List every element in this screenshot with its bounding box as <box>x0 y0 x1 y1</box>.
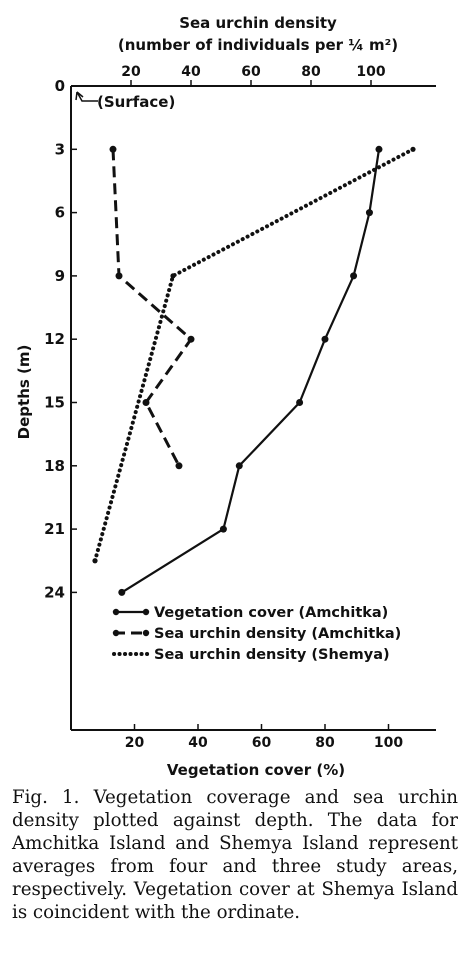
legend-swatch-point <box>142 629 150 637</box>
y-axis-tick-label: 21 <box>44 520 65 538</box>
depth-profile-chart: Sea urchin density (number of individual… <box>15 14 436 779</box>
legend-item: Sea urchin density (Amchitka) <box>112 626 401 642</box>
top-axis-tick-label: 40 <box>181 64 201 80</box>
y-axis-tick-label: 0 <box>55 77 65 95</box>
top-axis-ticks: 20 40 60 80 100 <box>121 64 386 86</box>
series-3 <box>92 146 416 564</box>
series-line <box>121 149 381 594</box>
legend-label: Sea urchin density (Amchitka) <box>154 626 401 642</box>
series-point <box>375 145 383 153</box>
surface-annotation: (Surface) <box>75 91 175 111</box>
series-2 <box>109 145 195 470</box>
series-1 <box>118 145 383 596</box>
legend-label: Sea urchin density (Shemya) <box>154 647 390 663</box>
legend-swatch-point <box>142 608 150 616</box>
series-point <box>296 399 304 406</box>
series-point <box>92 558 98 564</box>
y-axis-tick-label: 6 <box>55 204 65 222</box>
y-axis-tick-label: 24 <box>44 583 65 601</box>
bottom-axis-title: Vegetation cover (%) <box>167 761 345 779</box>
series-line <box>93 147 415 563</box>
series-layer <box>92 145 416 596</box>
top-axis-tick-label: 80 <box>301 64 321 80</box>
y-axis-title: Depths (m) <box>15 345 33 440</box>
legend-swatch-point <box>112 608 120 616</box>
series-point <box>321 335 329 343</box>
series-point <box>115 272 123 280</box>
series-point <box>350 272 358 280</box>
series-point <box>235 462 243 470</box>
series-point <box>170 273 176 279</box>
legend-item: Sea urchin density (Shemya) <box>112 647 390 663</box>
series-point <box>365 209 373 217</box>
series-point <box>219 525 227 533</box>
bottom-axis-tick-label: 20 <box>125 735 145 751</box>
top-axis-title-line2: (number of individuals per ¼ m²) <box>118 36 398 54</box>
surface-arrowhead <box>75 91 84 101</box>
y-axis-tick-label: 9 <box>55 267 65 285</box>
series-point <box>175 462 183 470</box>
series-point <box>187 335 195 343</box>
series-point <box>410 146 416 152</box>
bottom-axis-tick-label: 40 <box>188 735 208 751</box>
series-point <box>109 145 117 153</box>
legend: Vegetation cover (Amchitka) Sea urchin de… <box>112 605 401 663</box>
y-axis-ticks: 0 3 6 9 12 15 18 21 24 <box>44 77 77 601</box>
bottom-axis-tick-label: 60 <box>252 735 272 751</box>
series-point <box>118 588 126 596</box>
legend-swatch-point <box>112 629 120 637</box>
top-axis-tick-label: 60 <box>241 64 261 80</box>
y-axis-tick-label: 15 <box>44 394 65 412</box>
y-axis-tick-label: 12 <box>44 330 65 348</box>
series-point <box>142 399 150 406</box>
series-line <box>111 149 193 467</box>
figure-caption: Fig. 1. Vegetation coverage and sea urch… <box>12 787 458 923</box>
surface-label: (Surface) <box>97 93 175 111</box>
legend-label: Vegetation cover (Amchitka) <box>154 605 388 621</box>
top-axis-tick-label: 100 <box>356 64 385 80</box>
top-axis-tick-label: 20 <box>121 64 141 80</box>
top-axis-title-line1: Sea urchin density <box>179 14 337 32</box>
bottom-axis-tick-label: 80 <box>315 735 335 751</box>
surface-pointer-arrow <box>76 91 98 102</box>
y-axis-tick-label: 18 <box>44 457 65 475</box>
y-axis-tick-label: 3 <box>55 140 65 158</box>
bottom-axis-tick-label: 100 <box>374 735 403 751</box>
legend-item: Vegetation cover (Amchitka) <box>112 605 388 621</box>
bottom-axis-ticks: 20 40 60 80 100 <box>125 724 403 751</box>
